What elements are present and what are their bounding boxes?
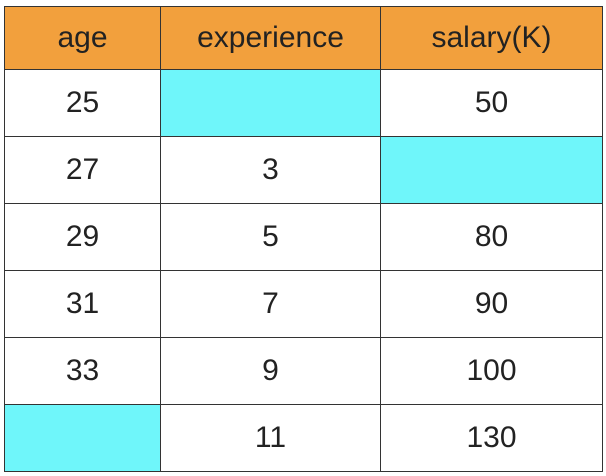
cell-age: 29 bbox=[4, 203, 161, 271]
data-table: age experience salary(K) 25 50 27 3 29 5… bbox=[4, 6, 603, 472]
table-row: 29 5 80 bbox=[4, 203, 603, 271]
cell-experience: 5 bbox=[160, 203, 381, 271]
cell-age: 27 bbox=[4, 136, 161, 204]
cell-experience: 7 bbox=[160, 270, 381, 338]
table-body: 25 50 27 3 29 5 80 31 7 90 33 9 bbox=[4, 69, 603, 472]
cell-salary: 130 bbox=[380, 404, 603, 472]
cell-experience: 11 bbox=[160, 404, 381, 472]
table-row: 33 9 100 bbox=[4, 337, 603, 405]
table-row: 11 130 bbox=[4, 404, 603, 472]
cell-salary: 90 bbox=[380, 270, 603, 338]
table-row: 31 7 90 bbox=[4, 270, 603, 338]
cell-experience: 3 bbox=[160, 136, 381, 204]
cell-salary: 50 bbox=[380, 69, 603, 137]
missing-cell bbox=[4, 404, 161, 472]
header-salary: salary(K) bbox=[380, 6, 603, 70]
table-row: 25 50 bbox=[4, 69, 603, 137]
table-container: age experience salary(K) 25 50 27 3 29 5… bbox=[4, 6, 603, 472]
cell-age: 31 bbox=[4, 270, 161, 338]
header-age: age bbox=[4, 6, 161, 70]
cell-age: 25 bbox=[4, 69, 161, 137]
missing-cell bbox=[380, 136, 603, 204]
header-row: age experience salary(K) bbox=[4, 6, 603, 70]
header-experience: experience bbox=[160, 6, 381, 70]
cell-salary: 100 bbox=[380, 337, 603, 405]
missing-cell bbox=[160, 69, 381, 137]
table-header: age experience salary(K) bbox=[4, 6, 603, 70]
cell-age: 33 bbox=[4, 337, 161, 405]
table-row: 27 3 bbox=[4, 136, 603, 204]
cell-salary: 80 bbox=[380, 203, 603, 271]
cell-experience: 9 bbox=[160, 337, 381, 405]
